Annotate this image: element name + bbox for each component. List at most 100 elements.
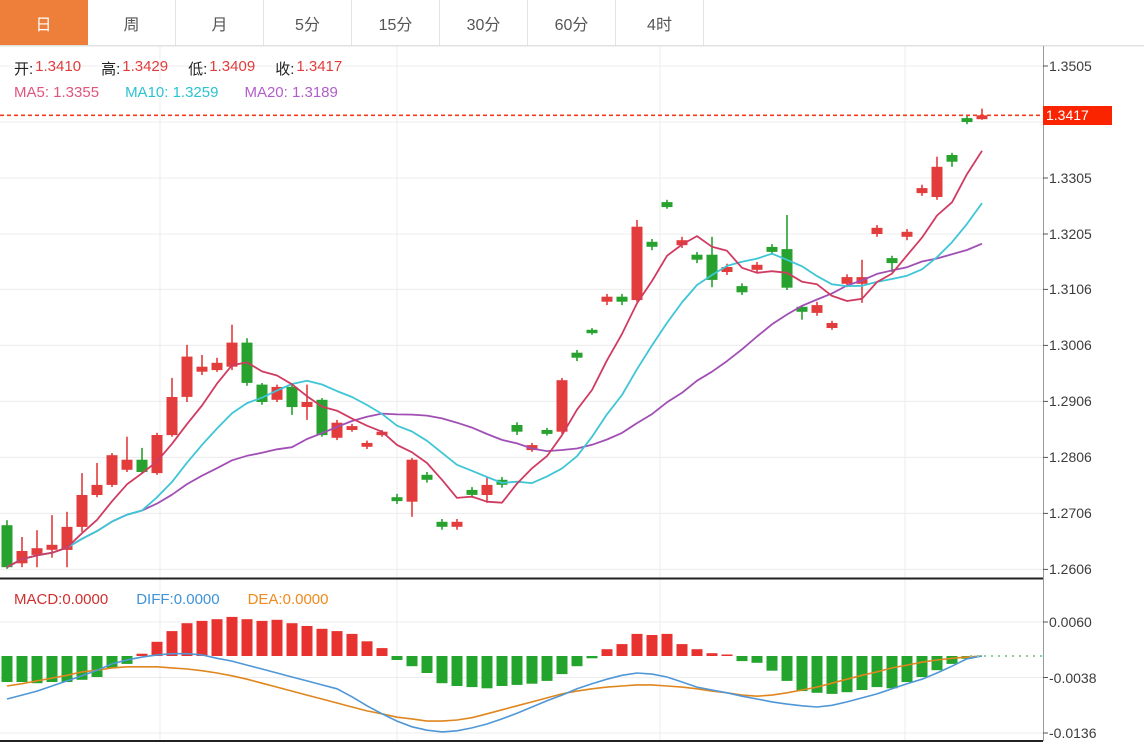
close-quote: 收: 1.3417 [275, 58, 342, 79]
macd-bar [226, 616, 238, 656]
macd-bar [691, 649, 703, 656]
macd-bar [136, 653, 148, 656]
macd-bar [931, 656, 943, 671]
candle-body [841, 277, 853, 284]
ma10-legend: MA10: 1.3259 [125, 84, 219, 101]
candle-body [616, 296, 628, 302]
candle-body [541, 430, 553, 434]
dea-legend: DEA:0.0000 [247, 591, 329, 608]
period-tab-4[interactable]: 15分 [352, 0, 440, 45]
macd-bar [736, 656, 748, 662]
candle-body [556, 380, 568, 432]
macd-bar [496, 656, 508, 686]
macd-bar [751, 656, 763, 663]
macd-bar [196, 620, 208, 656]
candle-body [316, 399, 328, 436]
candle-body [1, 525, 13, 568]
ohlc-quote-row: 开: 1.3410 高: 1.3429 低: 1.3409 收: 1.3417 [14, 58, 342, 79]
candle-body [721, 267, 733, 272]
low-quote: 低: 1.3409 [188, 58, 255, 79]
candle-body [106, 455, 118, 485]
price-axis-label: 1.2706 [1049, 505, 1092, 521]
price-axis-label: 1.2806 [1049, 449, 1092, 465]
macd-axis-label: 0.0060 [1049, 614, 1092, 630]
macd-bar [781, 656, 793, 681]
candle-body [121, 459, 133, 470]
candle-body [166, 397, 178, 436]
macd-bar [46, 656, 58, 682]
candle-body [736, 286, 748, 293]
candle-body [16, 551, 28, 564]
price-axis-label: 1.3006 [1049, 337, 1092, 353]
candle-body [766, 246, 778, 252]
candle-body [391, 497, 403, 502]
candle-body [211, 362, 223, 371]
price-axis-label: 1.3305 [1049, 170, 1092, 186]
macd-bar [91, 656, 103, 677]
price-axis-label: 1.2906 [1049, 393, 1092, 409]
period-tab-3[interactable]: 5分 [264, 0, 352, 45]
candle-body [946, 155, 958, 162]
macd-bar [616, 644, 628, 656]
candle-body [256, 384, 268, 402]
macd-axis-label: -0.0038 [1049, 670, 1097, 686]
candle-body [871, 227, 883, 234]
candle-body [406, 459, 418, 502]
macd-bar [106, 656, 118, 668]
candle-body [691, 254, 703, 260]
ma5-line [6, 150, 983, 568]
macd-bar [421, 656, 433, 673]
macd-bar [301, 626, 313, 656]
macd-bar [631, 633, 643, 656]
period-tab-1[interactable]: 周 [88, 0, 176, 45]
macd-bar [151, 641, 163, 656]
candle-body [631, 226, 643, 301]
close-label: 收: [275, 61, 295, 78]
macd-legend-row: MACD:0.0000 DIFF:0.0000 DEA:0.0000 [14, 591, 328, 608]
macd-bar [916, 656, 928, 677]
macd-bar [451, 656, 463, 686]
candle-body [346, 426, 358, 430]
macd-bar [946, 656, 958, 664]
macd-bar [556, 656, 568, 675]
ma5-legend: MA5: 1.3355 [14, 84, 100, 101]
open-value: 1.3410 [35, 58, 82, 75]
ma10-line [6, 202, 983, 568]
macd-bar [241, 619, 253, 656]
macd-bar [571, 656, 583, 667]
macd-bar [436, 656, 448, 684]
candle-body [781, 249, 793, 288]
candle-body [181, 356, 193, 397]
period-tab-5[interactable]: 30分 [440, 0, 528, 45]
macd-bar [211, 619, 223, 656]
macd-bar [676, 644, 688, 656]
macd-bar [766, 656, 778, 671]
macd-bar [271, 619, 283, 656]
macd-bar [796, 656, 808, 692]
ma-legend-row: MA5: 1.3355 MA10: 1.3259 MA20: 1.3189 [14, 84, 338, 101]
candle-body [136, 459, 148, 472]
candle-body [676, 240, 688, 246]
candle-body [361, 442, 373, 447]
ma20-line [6, 242, 983, 568]
period-tab-2[interactable]: 月 [176, 0, 264, 45]
candle-body [436, 521, 448, 527]
macd-bar [541, 656, 553, 681]
candle-body [826, 323, 838, 328]
macd-bar [361, 641, 373, 656]
candle-body [301, 402, 313, 407]
macd-bar [511, 656, 523, 685]
macd-bar [886, 656, 898, 689]
macd-bar [31, 656, 43, 684]
candle-body [586, 329, 598, 334]
macd-legend: MACD:0.0000 [14, 591, 109, 608]
candle-body [46, 544, 58, 550]
period-tab-0[interactable]: 日 [0, 0, 88, 45]
candle-body [931, 166, 943, 197]
last-price-badge: 1.3417 [1043, 106, 1112, 125]
candle-body [451, 521, 463, 527]
candle-body [151, 435, 163, 474]
period-tab-7[interactable]: 4时 [616, 0, 704, 45]
period-tab-6[interactable]: 60分 [528, 0, 616, 45]
